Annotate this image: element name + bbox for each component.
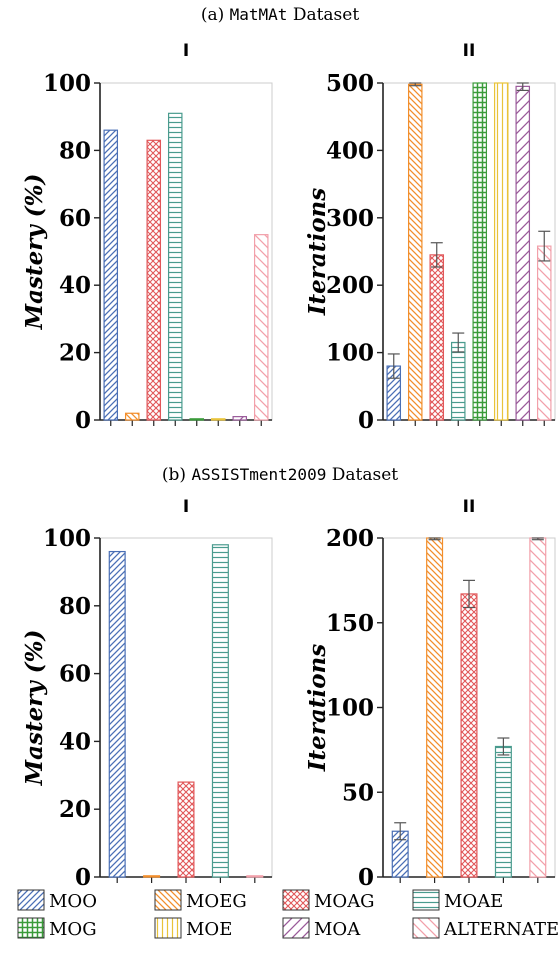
bar-moeg	[426, 537, 444, 878]
legend-swatch	[282, 917, 310, 939]
bar-alternate	[536, 245, 552, 421]
legend-item-moe: MOE	[154, 917, 232, 940]
y-axis-label: Iterations	[304, 644, 331, 772]
legend-swatch	[282, 889, 310, 911]
panel-title: II	[463, 497, 476, 517]
bar-moa	[232, 416, 248, 421]
bar-alternate	[529, 537, 547, 878]
bar-moae	[211, 544, 229, 878]
legend-label: MOE	[186, 919, 232, 940]
bar-mog	[189, 418, 205, 421]
y-tick-label: 20	[59, 796, 91, 823]
section-title-b: (b) ASSISTment2009 Dataset	[162, 465, 398, 485]
y-tick-label: 200	[326, 272, 374, 299]
y-tick-label: 100	[43, 525, 91, 552]
y-tick-label: 500	[326, 70, 374, 97]
bar-moag	[177, 781, 195, 878]
y-tick-label: 0	[358, 407, 374, 434]
legend-item-moae: MOAE	[412, 889, 503, 912]
legend: MOO MOEG MOAG MOAE MOG MOE MOA ALTERNATE	[17, 889, 559, 940]
y-tick-label: 400	[326, 137, 374, 164]
y-tick-label: 100	[326, 695, 374, 722]
bar-mog	[472, 82, 488, 421]
y-axis-label: Mastery (%)	[21, 630, 48, 787]
plot-frame	[99, 82, 273, 421]
y-axis-label: Mastery (%)	[21, 174, 48, 331]
panel-title: II	[463, 41, 476, 61]
legend-swatch	[154, 889, 182, 911]
bar-moe	[210, 418, 226, 421]
y-tick-label: 60	[59, 205, 91, 232]
legend-label: MOA	[314, 919, 361, 940]
y-tick-label: 0	[358, 864, 374, 891]
section-title-a: (a) MatMAt Dataset	[201, 5, 360, 25]
bar-alternate	[246, 875, 264, 878]
bar-moag	[429, 254, 445, 421]
legend-label: MOO	[49, 891, 97, 912]
y-tick-label: 0	[75, 864, 91, 891]
y-tick-label: 80	[59, 137, 91, 164]
y-tick-label: 100	[326, 340, 374, 367]
bar-moo	[108, 550, 126, 878]
y-tick-label: 80	[59, 593, 91, 620]
chart-panel-1: I 0 20 40 60 80 100 Mastery (%)	[21, 41, 273, 434]
legend-label: MOG	[49, 919, 97, 940]
y-tick-label: 40	[59, 728, 91, 755]
legend-swatch	[412, 889, 440, 911]
legend-label: ALTERNATE	[443, 919, 559, 940]
y-tick-label: 100	[43, 70, 91, 97]
legend-swatch	[154, 917, 182, 939]
legend-label: MOAE	[444, 891, 503, 912]
legend-label: MOEG	[186, 891, 247, 912]
legend-item-moa: MOA	[282, 917, 361, 940]
legend-swatch	[17, 917, 45, 939]
bar-moag	[460, 593, 478, 878]
bar-moae	[450, 341, 466, 421]
bar-alternate	[253, 234, 269, 421]
legend-label: MOAG	[314, 891, 375, 912]
chart-panel-3: I 0 20 40 60 80 100 Mastery (%)	[21, 497, 273, 891]
legend-swatch	[17, 889, 45, 911]
y-tick-label: 20	[59, 340, 91, 367]
y-tick-label: 50	[342, 779, 374, 806]
legend-item-moeg: MOEG	[154, 889, 247, 912]
y-tick-label: 0	[75, 407, 91, 434]
bar-moa	[515, 85, 531, 421]
y-tick-label: 40	[59, 272, 91, 299]
y-tick-label: 60	[59, 661, 91, 688]
chart-panel-2: II 0 100 200 300 400 500 Iterations	[304, 41, 556, 434]
legend-swatch	[412, 917, 440, 939]
legend-item-alternate: ALTERNATE	[412, 917, 559, 940]
bar-moo	[103, 129, 119, 421]
y-tick-label: 300	[326, 205, 374, 232]
y-tick-label: 200	[326, 525, 374, 552]
bar-moeg	[124, 412, 140, 421]
legend-item-moag: MOAG	[282, 889, 375, 912]
legend-item-mog: MOG	[17, 917, 97, 940]
bar-moeg	[143, 875, 161, 878]
chart-panel-4: II 0 50 100 150 200 Iterations	[304, 497, 556, 891]
legend-item-moo: MOO	[17, 889, 97, 912]
bar-moae	[167, 112, 183, 421]
y-tick-label: 150	[326, 610, 374, 637]
bar-moeg	[407, 83, 423, 421]
bar-moae	[494, 745, 512, 878]
y-axis-label: Iterations	[304, 188, 331, 316]
bar-moag	[146, 139, 162, 421]
bar-moe	[493, 82, 509, 421]
panel-title: I	[183, 41, 189, 61]
panel-title: I	[183, 497, 189, 517]
